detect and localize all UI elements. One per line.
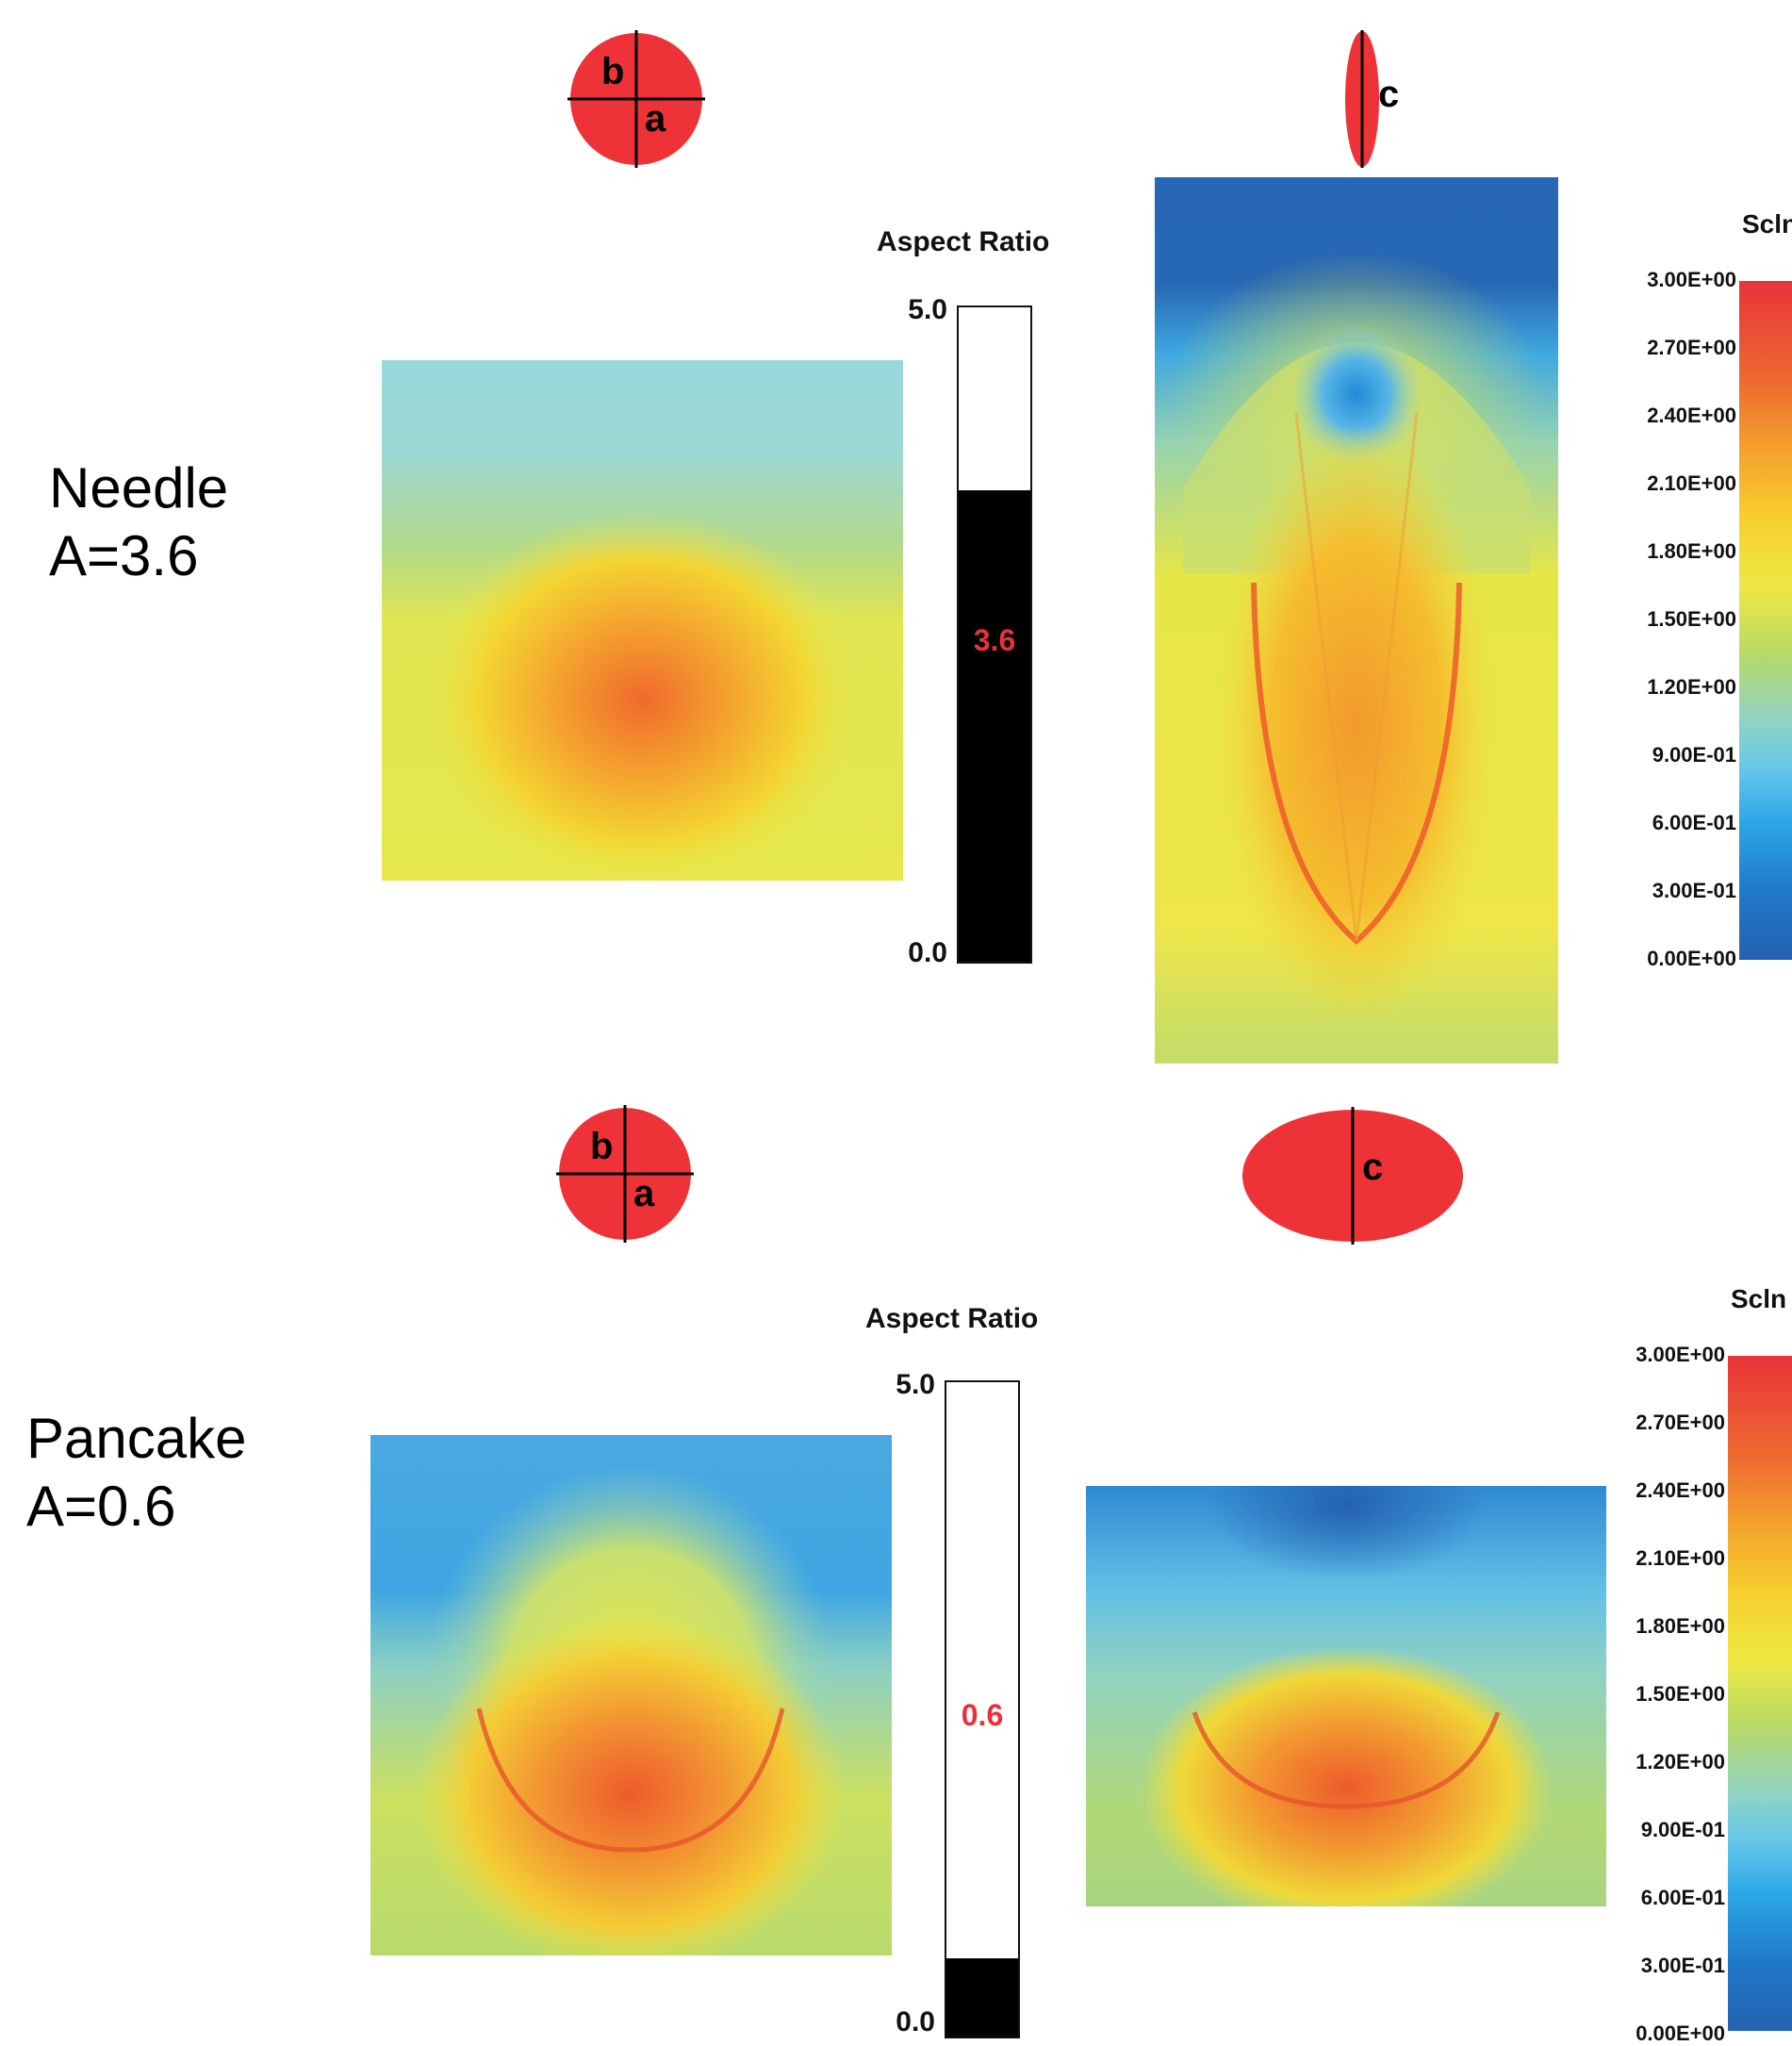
needle-label: Needle A=3.6 (49, 454, 228, 590)
colorbar-gradient (1739, 281, 1792, 960)
axis-c-label: c (1362, 1147, 1384, 1188)
colorbar-tick: 1.20E+00 (1636, 1750, 1725, 1774)
aspect-ratio-bar: 3.6 (957, 305, 1032, 964)
aspect-ratio-value: 0.6 (961, 1698, 1004, 1732)
aspect-max-label: 5.0 (908, 294, 947, 325)
colorbar-tick: 3.00E+00 (1636, 1343, 1725, 1366)
colorbar-title: Scln (1742, 209, 1792, 239)
colorbar-tick: 3.00E-01 (1652, 879, 1736, 902)
panel-name: Pancake (26, 1407, 247, 1470)
colorbar-tick: 2.70E+00 (1647, 336, 1736, 359)
cross-section-pancake-icon: c (1240, 1105, 1466, 1246)
colorbar-tick: 6.00E-01 (1640, 1886, 1725, 1909)
colorbar-tick: 1.20E+00 (1647, 675, 1736, 699)
colorbar-title: Scln (1731, 1284, 1787, 1313)
pancake-top-view-heatmap (370, 1435, 892, 1955)
colorbar-tick: 0.00E+00 (1636, 2021, 1725, 2045)
colorbar-tick: 9.00E-01 (1652, 743, 1736, 767)
panel-aspect-text: A=0.6 (26, 1475, 176, 1538)
colorbar-tick: 2.40E+00 (1647, 404, 1736, 427)
aspect-min-label: 0.0 (908, 937, 947, 968)
colorbar-tick: 2.40E+00 (1636, 1478, 1725, 1502)
aspect-ratio-value: 3.6 (973, 623, 1016, 657)
cross-section-needle-icon: c (1339, 28, 1433, 170)
aspect-ratio-fill (959, 490, 1030, 962)
colorbar-tick: 1.50E+00 (1647, 607, 1736, 631)
colorbar-tick: 1.80E+00 (1647, 539, 1736, 563)
axis-b-label: b (590, 1126, 614, 1167)
axis-a-label: a (633, 1173, 655, 1214)
colorbar-tick: 2.70E+00 (1636, 1411, 1725, 1434)
needle-side-view-heatmap (1155, 177, 1558, 1064)
pancake-side-view-heatmap (1086, 1486, 1606, 1906)
colorbar-tick: 9.00E-01 (1640, 1818, 1725, 1841)
needle-top-view-heatmap (382, 360, 903, 881)
colorbar-ticks: 3.00E+00 2.70E+00 2.40E+00 2.10E+00 1.80… (1614, 268, 1736, 970)
colorbar-tick: 2.10E+00 (1647, 471, 1736, 495)
aspect-ratio-bar: 0.6 (945, 1380, 1020, 2038)
colorbar-tick: 1.80E+00 (1636, 1614, 1725, 1638)
cross-section-circle-icon: b a (554, 1103, 696, 1245)
colorbar-tick: 1.50E+00 (1636, 1682, 1725, 1706)
colorbar-ticks: 3.00E+00 2.70E+00 2.40E+00 2.10E+00 1.80… (1603, 1343, 1725, 2045)
aspect-ratio-fill (946, 1957, 1018, 2037)
colorbar-tick: 3.00E-01 (1640, 1954, 1725, 1977)
panel-aspect-text: A=3.6 (49, 524, 199, 587)
axis-c-label: c (1378, 74, 1400, 115)
aspect-ratio-title: Aspect Ratio (865, 1303, 1039, 1334)
colorbar-tick: 2.10E+00 (1636, 1546, 1725, 1570)
pancake-label: Pancake A=0.6 (26, 1405, 247, 1541)
aspect-max-label: 5.0 (896, 1369, 935, 1400)
colorbar-tick: 6.00E-01 (1652, 811, 1736, 834)
axis-a-label: a (645, 98, 666, 140)
cross-section-circle-icon: b a (566, 28, 707, 170)
colorbar-tick: 0.00E+00 (1647, 947, 1736, 970)
aspect-ratio-title: Aspect Ratio (877, 226, 1050, 257)
colorbar-tick: 3.00E+00 (1647, 268, 1736, 291)
axis-b-label: b (601, 51, 625, 92)
panel-name: Needle (49, 456, 229, 520)
colorbar-gradient (1728, 1356, 1792, 2031)
aspect-min-label: 0.0 (896, 2006, 935, 2038)
